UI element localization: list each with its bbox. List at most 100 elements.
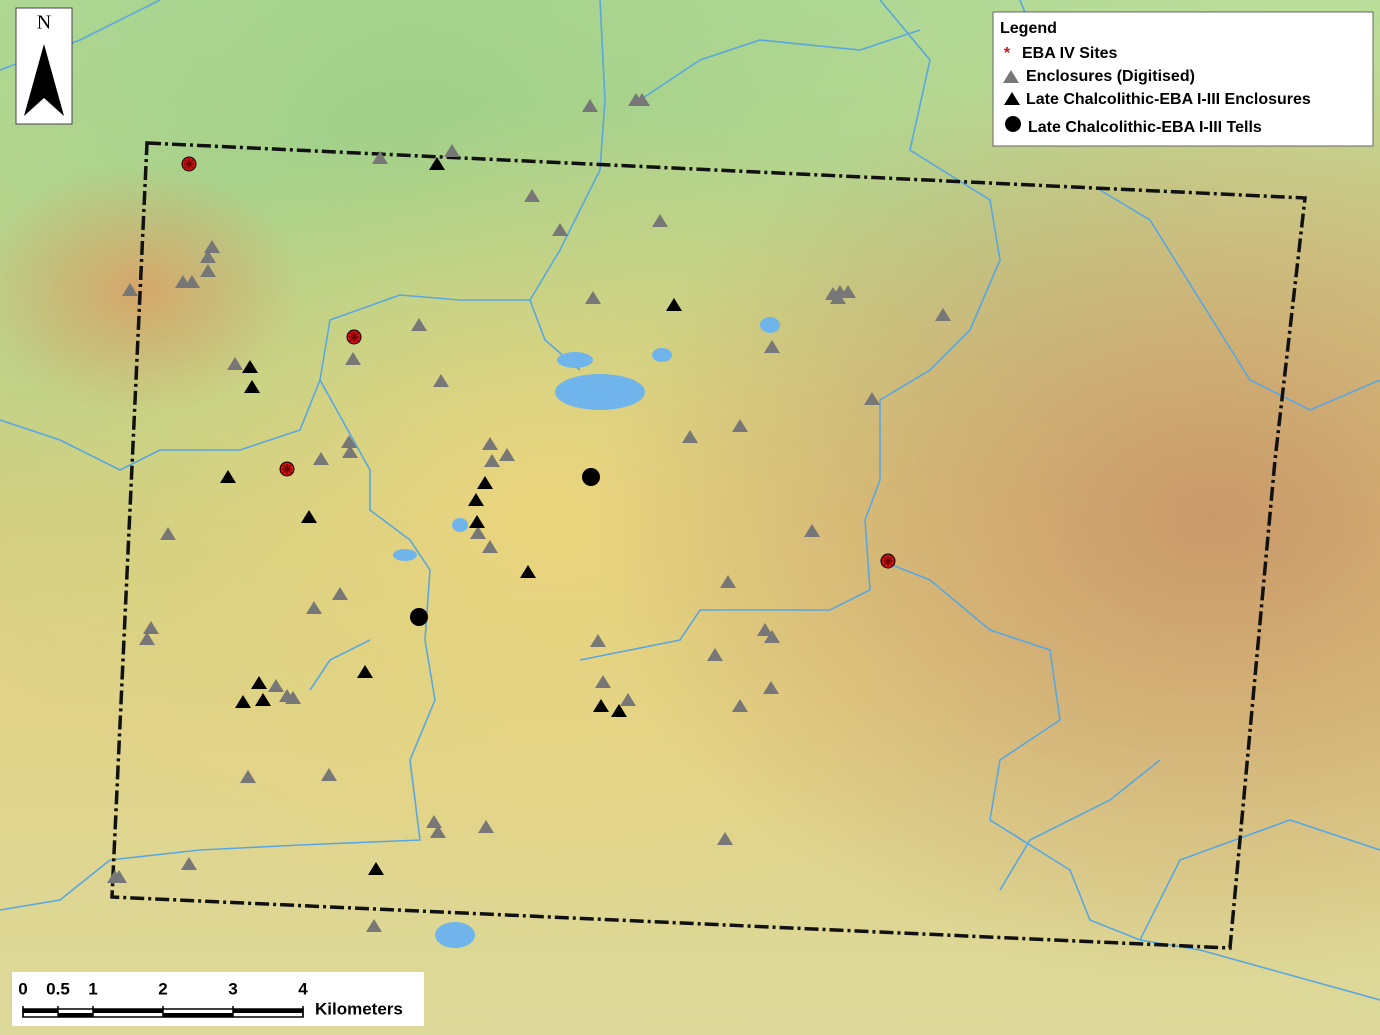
scale-tick-label: 2: [158, 979, 167, 998]
enclosure-chalcolithic: [469, 515, 485, 528]
enclosure-digitised: [200, 264, 216, 277]
enclosure-chalcolithic: [468, 493, 484, 506]
enclosure-digitised: [240, 770, 256, 783]
enclosure-digitised: [499, 448, 515, 461]
enclosure-digitised: [634, 93, 650, 106]
enclosure-digitised: [585, 291, 601, 304]
enclosure-digitised: [433, 374, 449, 387]
scale-bar-segment: [23, 1009, 58, 1013]
scale-bar-segment: [233, 1009, 303, 1013]
enclosure-digitised: [764, 630, 780, 643]
scale-bar: Kilometers 0 0.5 1 2 3 4: [12, 972, 424, 1026]
enclosure-chalcolithic: [520, 565, 536, 578]
scale-bar-segment: [163, 1013, 233, 1017]
enclosure-chalcolithic: [666, 298, 682, 311]
north-label: N: [37, 12, 51, 34]
enclosure-chalcolithic: [235, 695, 251, 708]
scale-tick-label: 1: [88, 979, 97, 998]
enclosure-digitised: [582, 99, 598, 112]
enclosure-chalcolithic: [357, 665, 373, 678]
enclosure-digitised: [366, 919, 382, 932]
enclosure-digitised: [652, 214, 668, 227]
enclosure-digitised: [268, 679, 284, 692]
enclosure-digitised: [732, 419, 748, 432]
enclosure-digitised: [342, 445, 358, 458]
enclosure-digitised: [482, 540, 498, 553]
enclosure-digitised: [204, 240, 220, 253]
enclosure-digitised: [321, 768, 337, 781]
enclosure-chalcolithic: [593, 699, 609, 712]
svg-text:*: *: [1004, 45, 1011, 62]
legend: Legend * EBA IV Sites Enclosures (Digiti…: [992, 11, 1374, 147]
enclosure-chalcolithic: [244, 380, 260, 393]
scale-tick-label: 0.5: [46, 979, 70, 998]
enclosure-digitised: [804, 524, 820, 537]
enclosure-digitised: [720, 575, 736, 588]
enclosure-digitised: [143, 621, 159, 634]
legend-item: Late Chalcolithic-EBA I-III Tells: [1028, 119, 1262, 136]
scale-tick-label: 0: [18, 979, 27, 998]
eba-iv-site-star: [184, 159, 194, 169]
enclosure-digitised: [732, 699, 748, 712]
enclosure-digitised: [122, 283, 138, 296]
tell: [582, 468, 600, 486]
scale-tick-label: 4: [298, 979, 308, 998]
enclosure-digitised: [372, 151, 388, 164]
enclosure-digitised: [430, 825, 446, 838]
enclosure-chalcolithic: [368, 862, 384, 875]
enclosure-digitised: [306, 601, 322, 614]
enclosure-chalcolithic: [255, 693, 271, 706]
legend-item: Enclosures (Digitised): [1026, 68, 1195, 85]
enclosure-digitised: [682, 430, 698, 443]
enclosure-digitised: [764, 340, 780, 353]
enclosure-digitised: [935, 308, 951, 321]
enclosure-chalcolithic: [220, 470, 236, 483]
enclosure-digitised: [478, 820, 494, 833]
enclosure-digitised: [332, 587, 348, 600]
enclosure-digitised: [139, 632, 155, 645]
sites: [107, 93, 951, 932]
enclosure-digitised: [470, 526, 486, 539]
enclosure-digitised: [620, 693, 636, 706]
tell: [410, 608, 428, 626]
scale-tick-label: 3: [228, 979, 237, 998]
scale-bar-segment: [93, 1009, 163, 1013]
eba-iv-site-star: [349, 332, 359, 342]
legend-title: Legend: [1000, 20, 1057, 37]
enclosure-digitised: [444, 144, 460, 157]
enclosure-digitised: [181, 857, 197, 870]
legend-item: Late Chalcolithic-EBA I-III Enclosures: [1026, 91, 1311, 108]
enclosure-chalcolithic: [429, 157, 445, 170]
enclosure-digitised: [227, 357, 243, 370]
enclosure-digitised: [707, 648, 723, 661]
lakes: [393, 317, 780, 948]
enclosure-digitised: [717, 832, 733, 845]
enclosure-chalcolithic: [251, 676, 267, 689]
enclosure-digitised: [345, 352, 361, 365]
enclosure-digitised: [830, 291, 846, 304]
enclosure-chalcolithic: [242, 360, 258, 373]
enclosure-digitised: [285, 691, 301, 704]
legend-item: EBA IV Sites: [1022, 45, 1118, 62]
eba-iv-site-star: [282, 464, 292, 474]
enclosure-digitised: [840, 285, 856, 298]
enclosure-digitised: [524, 189, 540, 202]
eba-iv-site-star: [883, 556, 893, 566]
enclosure-digitised: [864, 392, 880, 405]
enclosure-digitised: [111, 870, 127, 883]
enclosure-digitised: [184, 275, 200, 288]
enclosure-digitised: [313, 452, 329, 465]
enclosure-digitised: [160, 527, 176, 540]
study-area: [110, 141, 1307, 950]
enclosure-chalcolithic: [477, 476, 493, 489]
scale-bar-segment: [58, 1013, 93, 1017]
enclosure-digitised: [426, 815, 442, 828]
enclosure-digitised: [552, 223, 568, 236]
enclosure-digitised: [590, 634, 606, 647]
enclosure-digitised: [341, 435, 357, 448]
enclosure-digitised: [200, 250, 216, 263]
enclosure-digitised: [595, 675, 611, 688]
enclosure-digitised: [411, 318, 427, 331]
